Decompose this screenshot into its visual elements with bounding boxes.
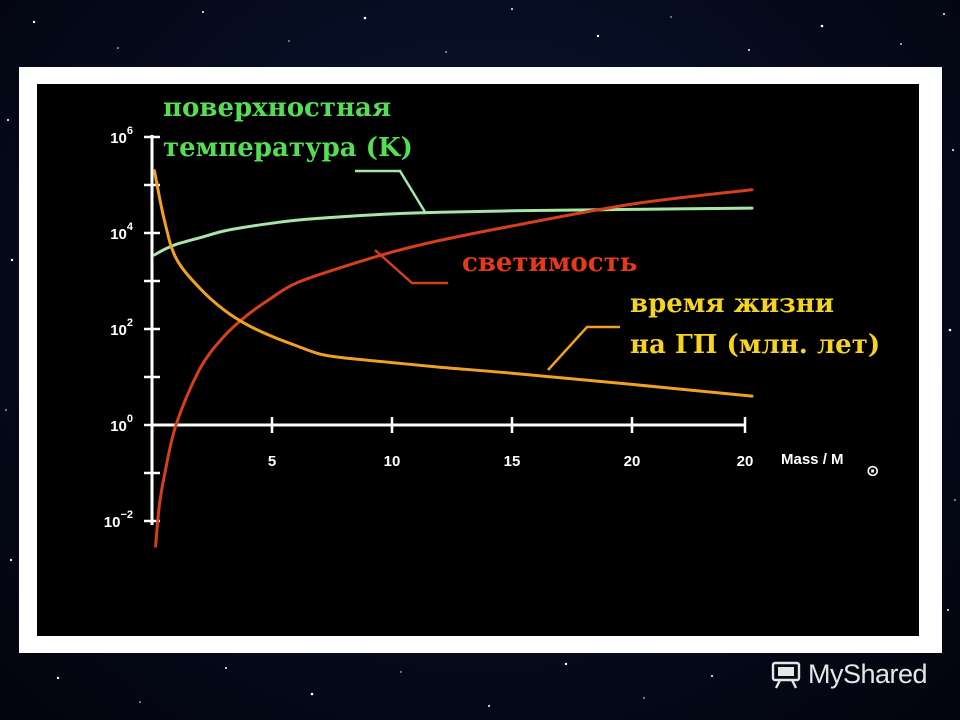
lifetime-label-line-1: на ГП (млн. лет) [630, 330, 880, 360]
x-tick-label-1: 10 [384, 453, 401, 470]
temperature-label-line-1: температура (K) [163, 133, 413, 163]
y-tick-label-4: 10−2 [104, 509, 133, 531]
y-tick-label-1: 104 [110, 221, 134, 243]
myshared-watermark: MyShared [770, 656, 928, 692]
x-axis-label: Mass / M [781, 451, 844, 468]
x-tick-label-0: 5 [268, 453, 276, 470]
luminosity-label-leader [374, 249, 448, 285]
lifetime-label-line-0: время жизни [630, 289, 834, 319]
y-tick-label-3: 100 [110, 413, 133, 435]
y-tick-label-0: 106 [110, 125, 133, 147]
luminosity-curve [154, 188, 754, 548]
solar-mass-symbol: ⊙ [866, 461, 879, 480]
x-tick-label-4: 20 [737, 453, 754, 470]
temperature-label-line-0: поверхностная [163, 93, 391, 123]
lifetime-label-leader [547, 325, 620, 371]
temperature-label-leader [355, 169, 427, 213]
plot-panel [37, 84, 919, 636]
projector-icon [771, 661, 801, 689]
luminosity-label-line-0: светимость [462, 248, 637, 278]
lifetime-curve [152, 169, 754, 398]
brand-name: MyShared [808, 658, 928, 689]
y-tick-label-2: 102 [110, 317, 133, 339]
temperature-curve [152, 206, 754, 257]
x-tick-label-3: 20 [624, 453, 641, 470]
x-tick-label-2: 15 [504, 453, 521, 470]
